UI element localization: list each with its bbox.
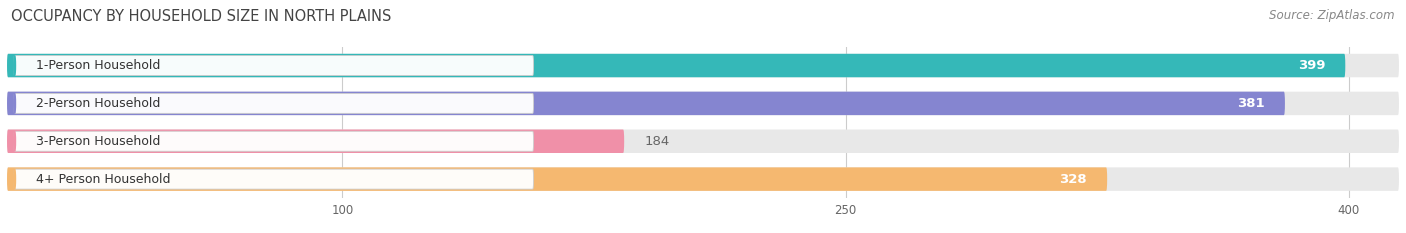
FancyBboxPatch shape [14,131,534,151]
FancyBboxPatch shape [7,54,1346,77]
Text: 184: 184 [644,135,669,148]
Circle shape [14,93,15,113]
Circle shape [14,131,15,151]
FancyBboxPatch shape [14,93,534,113]
FancyBboxPatch shape [7,92,1399,115]
FancyBboxPatch shape [7,167,1399,191]
FancyBboxPatch shape [7,54,1399,77]
FancyBboxPatch shape [14,55,534,75]
FancyBboxPatch shape [7,92,1285,115]
Circle shape [14,55,15,75]
FancyBboxPatch shape [7,167,1107,191]
Text: OCCUPANCY BY HOUSEHOLD SIZE IN NORTH PLAINS: OCCUPANCY BY HOUSEHOLD SIZE IN NORTH PLA… [11,9,392,24]
Text: 328: 328 [1059,173,1087,186]
FancyBboxPatch shape [7,130,624,153]
Text: 381: 381 [1237,97,1265,110]
Text: 2-Person Household: 2-Person Household [35,97,160,110]
Text: 399: 399 [1298,59,1326,72]
FancyBboxPatch shape [7,130,1399,153]
FancyBboxPatch shape [14,169,534,189]
Text: 1-Person Household: 1-Person Household [35,59,160,72]
Circle shape [14,169,15,189]
Text: 4+ Person Household: 4+ Person Household [35,173,170,186]
Text: Source: ZipAtlas.com: Source: ZipAtlas.com [1270,9,1395,22]
Text: 3-Person Household: 3-Person Household [35,135,160,148]
